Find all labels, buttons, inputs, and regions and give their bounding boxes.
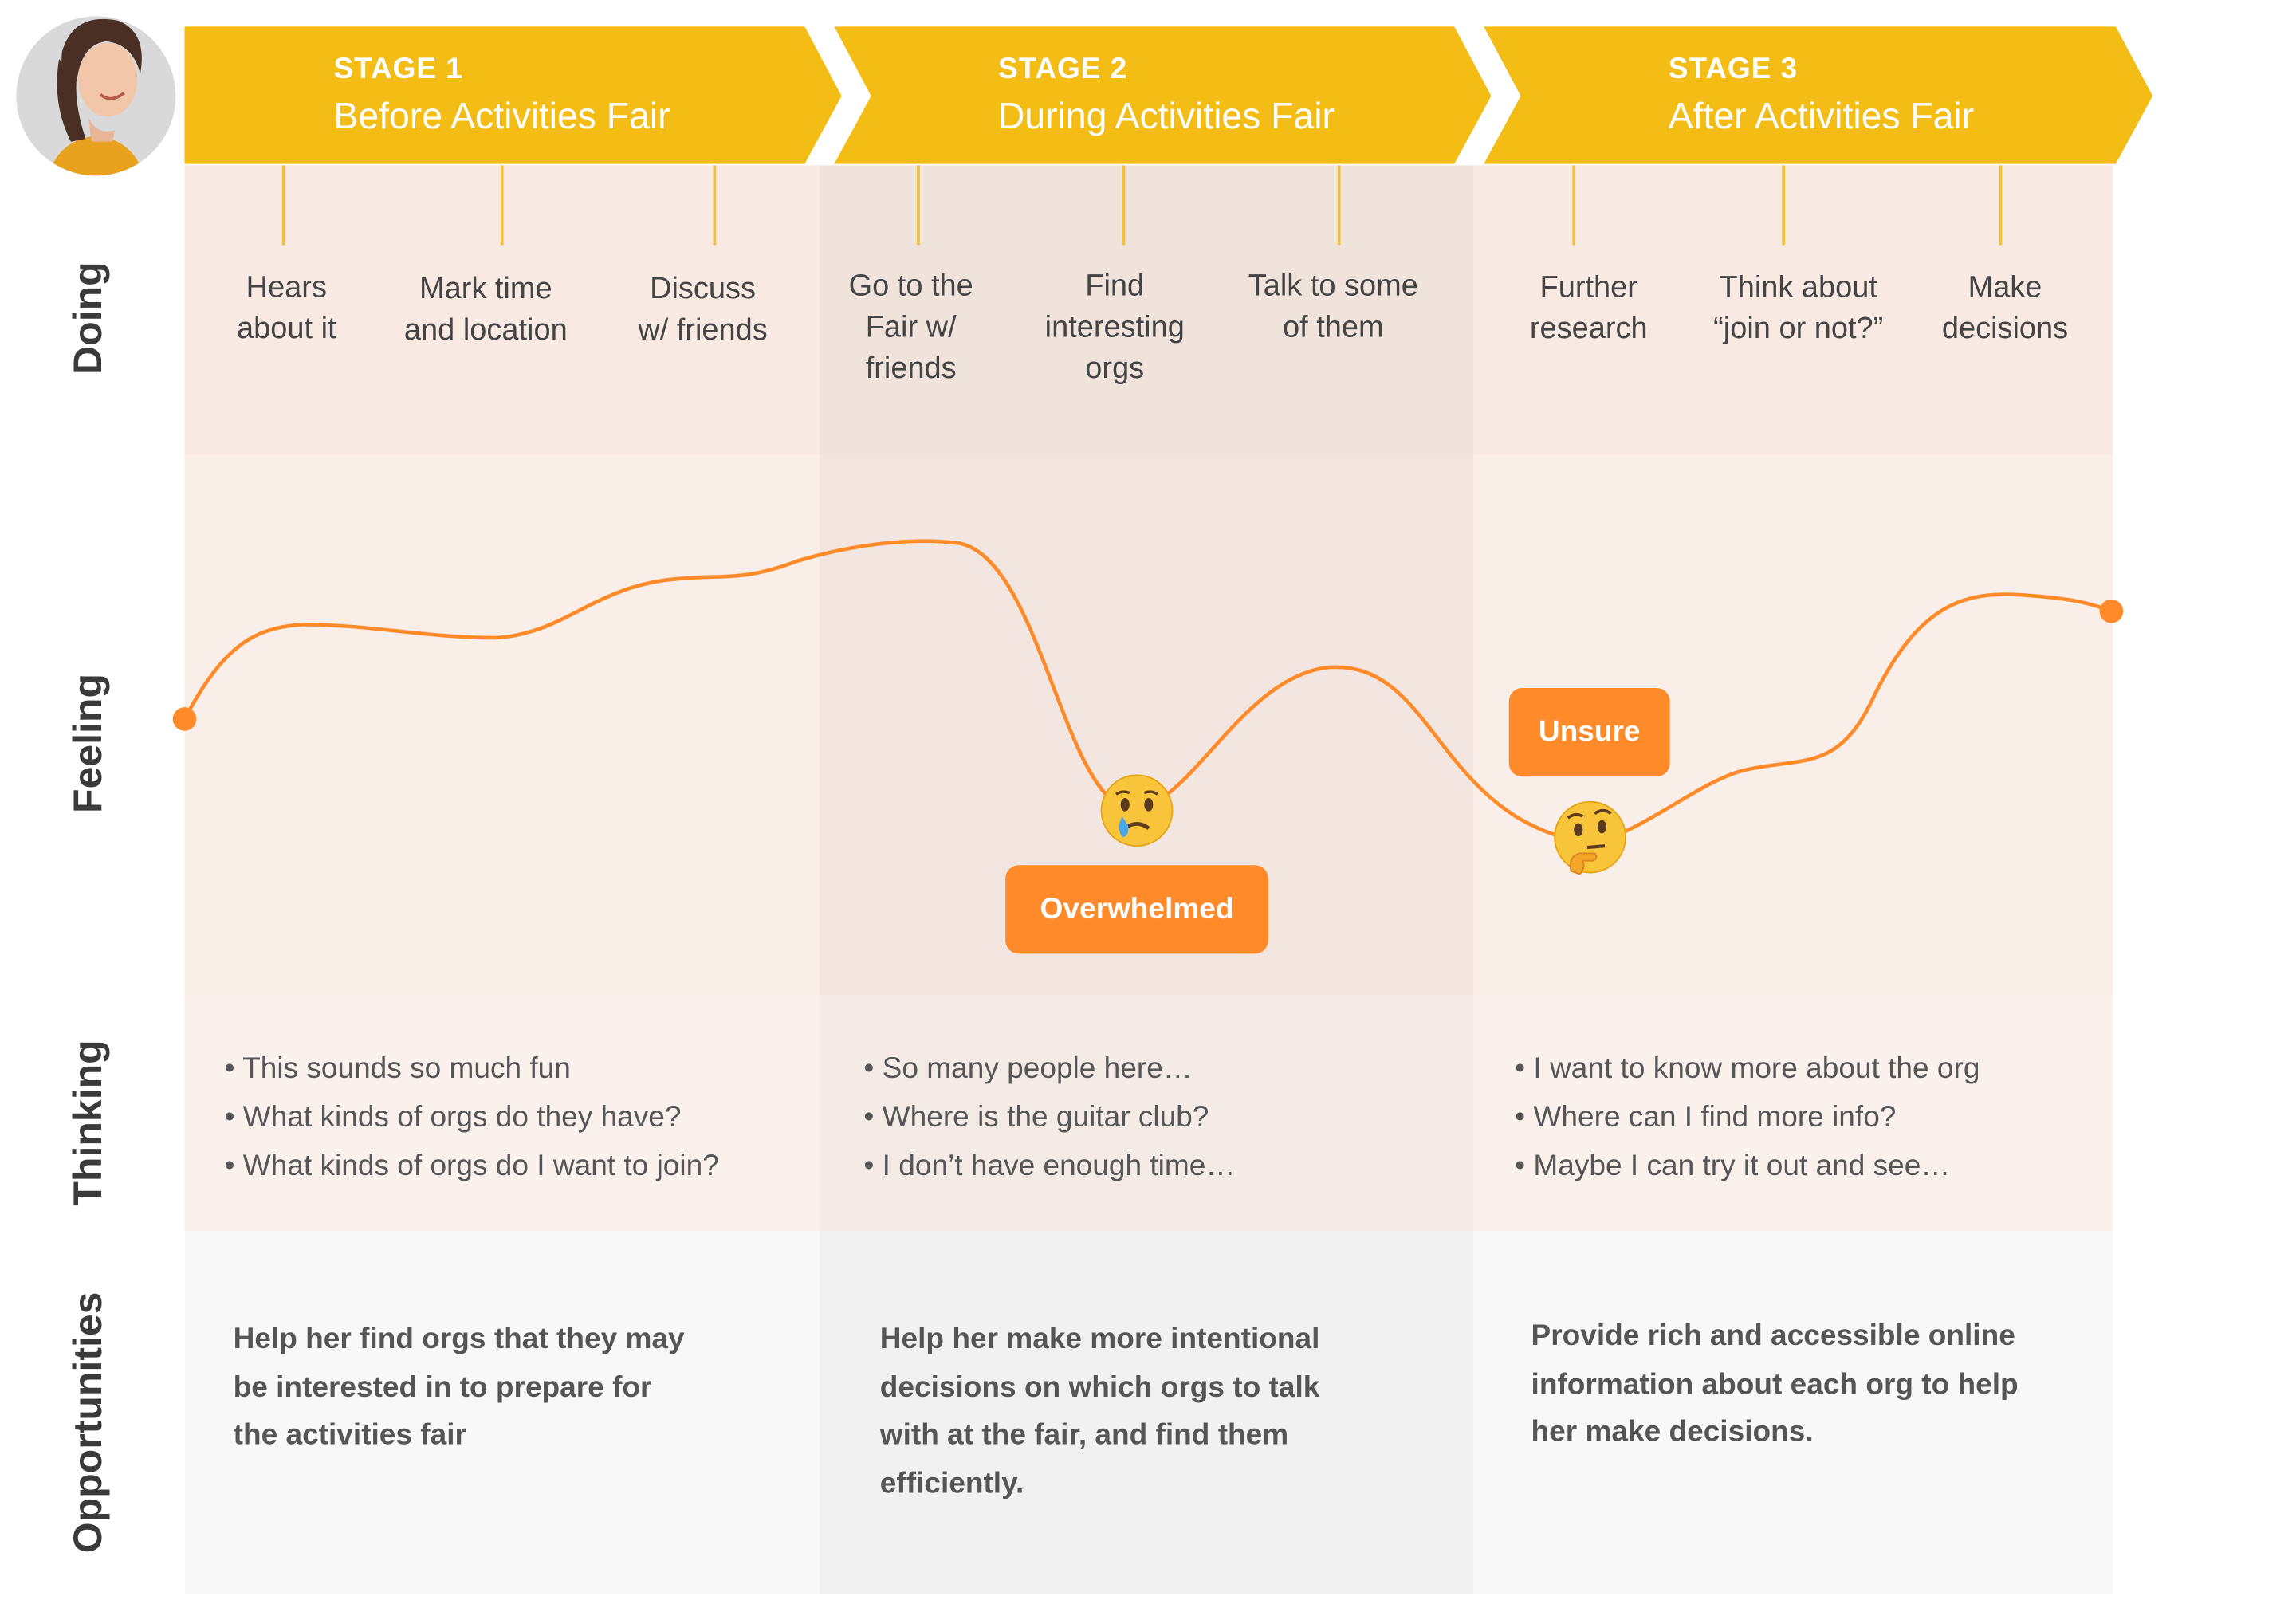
doing-item-hears: Hears about it [183, 267, 390, 350]
stage3-arrow [1484, 26, 2153, 164]
stage-banner [184, 26, 2153, 164]
opportunity-line: with at the fair, and find them [879, 1418, 1289, 1452]
stage1-title: Before Activities Fair [333, 96, 670, 138]
thinking-row-stage1-bg [184, 995, 820, 1232]
doing-tick-7 [1572, 165, 1575, 246]
thinking-stage1: • This sounds so much fun • What kinds o… [225, 1045, 719, 1191]
doing-line: decisions [1941, 311, 2069, 346]
doing-line: orgs [1085, 351, 1145, 386]
doing-item-mark-time: Mark time and location [383, 269, 589, 352]
opportunities-row-stage2-bg [819, 1231, 1474, 1595]
thought: • Maybe I can try it out and see… [1515, 1150, 1951, 1183]
doing-tick-8 [1782, 165, 1785, 246]
thought: • Where can I find more info? [1515, 1101, 1897, 1134]
doing-tick-1 [281, 165, 285, 246]
stage2-number: STAGE 2 [997, 53, 1128, 86]
stage3-number: STAGE 3 [1668, 53, 1798, 86]
doing-line: Further [1539, 269, 1637, 305]
opportunity-stage3: Provide rich and accessible online infor… [1531, 1312, 2019, 1457]
doing-line: Discuss [650, 271, 756, 306]
thought: • What kinds of orgs do I want to join? [224, 1150, 719, 1183]
doing-line: Hears [246, 269, 327, 305]
persona-avatar [10, 10, 182, 182]
doing-tick-4 [917, 165, 919, 246]
row-label-doing: Doing [65, 261, 110, 375]
thought: • Where is the guitar club? [863, 1101, 1209, 1134]
thinking-row-stage3-bg [1473, 995, 2113, 1232]
row-label-feeling: Feeling [65, 673, 110, 814]
stage2-label: STAGE 2 During Activities Fair [998, 53, 1335, 139]
doing-line: of them [1283, 309, 1384, 344]
doing-line: about it [237, 311, 336, 346]
doing-tick-3 [713, 165, 716, 246]
opportunity-stage1: Help her find orgs that they may be inte… [234, 1315, 685, 1460]
opportunity-line: information about each org to help [1531, 1367, 2019, 1401]
thought: • I don’t have enough time… [863, 1150, 1236, 1183]
thinking-row-stage2-bg [819, 995, 1474, 1232]
doing-line: Go to the [848, 269, 973, 303]
feeling-row-stage1-bg [184, 454, 820, 996]
stage2-arrow [834, 26, 1492, 164]
doing-tick-5 [1122, 165, 1125, 246]
thinking-stage2: • So many people here… • Where is the gu… [863, 1045, 1235, 1191]
doing-tick-2 [500, 165, 503, 246]
doing-item-decide: Make decisions [1901, 267, 2108, 350]
opportunity-stage2: Help her make more intentional decisions… [880, 1315, 1320, 1508]
doing-tick-9 [1999, 165, 2002, 246]
doing-line: w/ friends [638, 313, 768, 348]
thought: • I want to know more about the org [1515, 1052, 1980, 1086]
thinking-face-icon [1554, 800, 1626, 875]
opportunity-line: the activities fair [233, 1418, 466, 1452]
stage1-arrow [184, 26, 842, 164]
doing-item-find-orgs: Find interesting orgs [1012, 265, 1218, 390]
feeling-curve [172, 539, 2124, 843]
doing-line: Think about [1719, 269, 1877, 305]
doing-item-discuss: Discuss w/ friends [600, 269, 806, 352]
thought: • What kinds of orgs do they have? [224, 1101, 682, 1134]
doing-line: Find [1085, 269, 1145, 303]
opportunity-line: efficiently. [879, 1466, 1024, 1500]
opportunities-row-stage1-bg [184, 1231, 820, 1595]
doing-line: “join or not?” [1713, 311, 1884, 346]
doing-item-think: Think about “join or not?” [1688, 267, 1909, 350]
stage2-title: During Activities Fair [997, 96, 1335, 138]
opportunity-line: decisions on which orgs to talk [879, 1370, 1320, 1404]
doing-item-go-to-fair: Go to the Fair w/ friends [808, 265, 1014, 390]
doing-item-research: Further research [1485, 267, 1692, 350]
doing-row-stage3-bg [1473, 165, 2113, 455]
stage3-title: After Activities Fair [1668, 96, 1975, 138]
stage1-number: STAGE 1 [333, 53, 463, 86]
doing-line: friends [865, 351, 957, 386]
doing-line: Fair w/ [865, 309, 957, 344]
stage1-label: STAGE 1 Before Activities Fair [334, 53, 670, 139]
opportunity-line: Help her make more intentional [879, 1323, 1320, 1356]
crying-face-icon [1100, 774, 1174, 847]
thought: • So many people here… [863, 1052, 1193, 1086]
doing-line: interesting [1044, 309, 1185, 344]
doing-line: Talk to some [1248, 269, 1418, 303]
opportunity-line: Provide rich and accessible online [1531, 1319, 2015, 1353]
doing-row-stage2-bg [819, 165, 1474, 455]
doing-item-talk: Talk to some of them [1222, 265, 1444, 348]
stage3-label: STAGE 3 After Activities Fair [1669, 53, 1974, 139]
doing-line: research [1529, 311, 1648, 346]
doing-line: Mark time [419, 271, 552, 306]
doing-tick-6 [1337, 165, 1340, 246]
doing-line: Make [1968, 269, 2042, 305]
doing-line: and location [403, 313, 568, 348]
opportunities-row-stage3-bg [1473, 1231, 2113, 1595]
row-label-thinking: Thinking [65, 1040, 110, 1206]
thinking-stage3: • I want to know more about the org • Wh… [1515, 1045, 1980, 1191]
opportunity-line: Help her find orgs that they may [233, 1323, 685, 1356]
overwhelmed-badge: Overwhelmed [1005, 865, 1268, 954]
thought: • This sounds so much fun [224, 1052, 571, 1086]
unsure-badge: Unsure [1508, 688, 1670, 777]
opportunity-line: be interested in to prepare for [233, 1370, 652, 1404]
row-label-opportunities: Opportunities [65, 1291, 110, 1554]
opportunity-line: her make decisions. [1531, 1416, 1814, 1449]
